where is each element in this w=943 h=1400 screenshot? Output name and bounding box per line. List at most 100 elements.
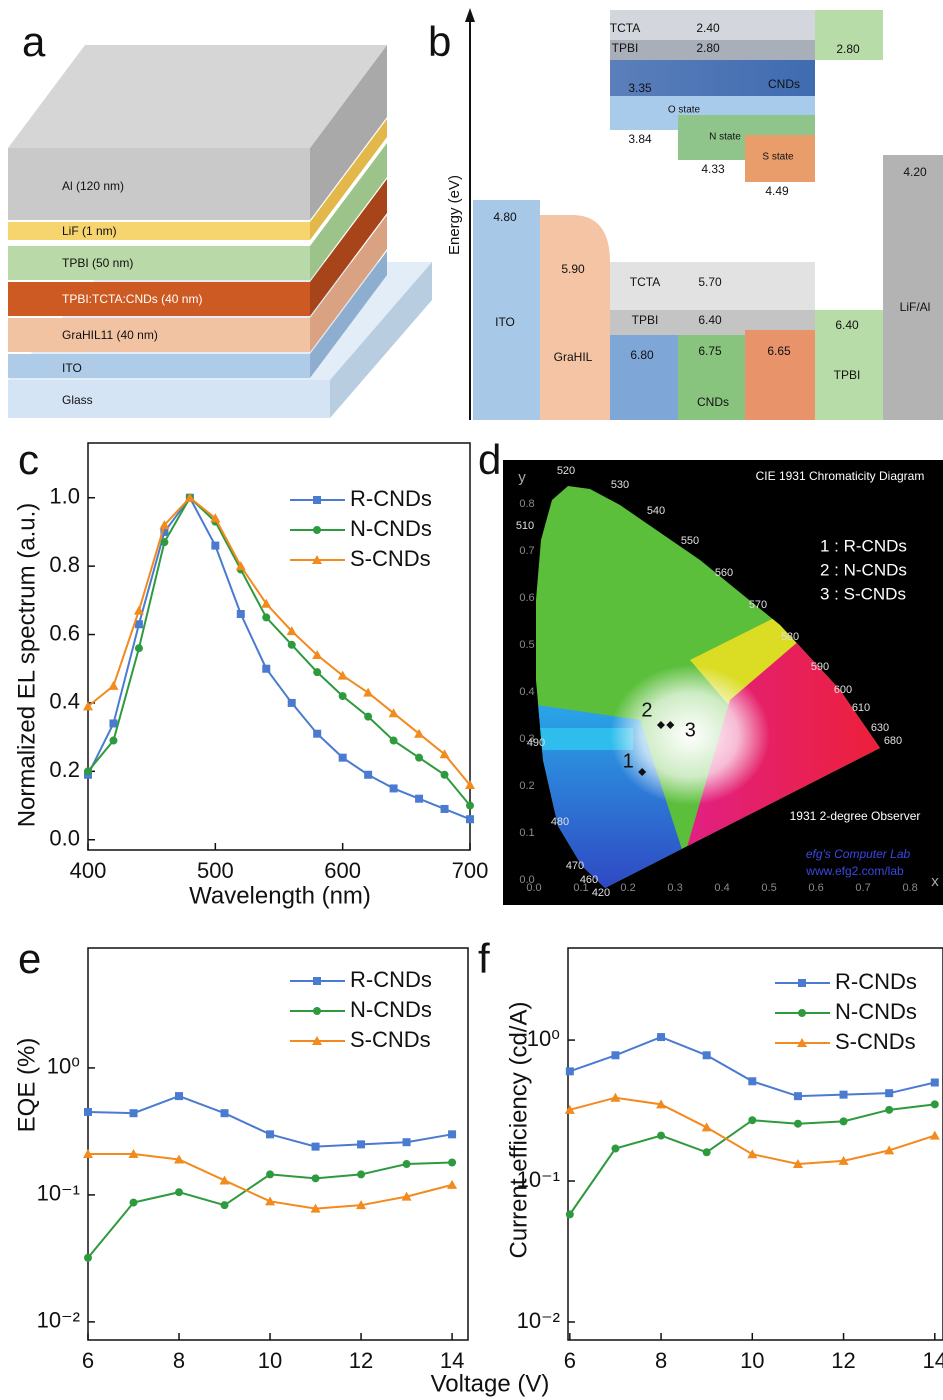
panel-label: a bbox=[22, 18, 46, 65]
x-axis-label: Wavelength (nm) bbox=[189, 882, 371, 909]
layer-front bbox=[8, 222, 310, 240]
marker bbox=[175, 1092, 184, 1101]
marker bbox=[439, 749, 450, 759]
marker bbox=[312, 555, 322, 564]
marker bbox=[184, 492, 195, 502]
layer-label: ITO bbox=[62, 361, 82, 375]
marker bbox=[798, 1009, 806, 1017]
marker bbox=[313, 977, 321, 985]
x-tick-label: 12 bbox=[831, 1348, 855, 1373]
cie-cyan bbox=[536, 728, 633, 750]
marker bbox=[747, 1149, 758, 1159]
y-tick-label: 0.7 bbox=[519, 545, 534, 557]
marker bbox=[402, 1160, 411, 1169]
wavelength-label: 460 bbox=[580, 874, 598, 886]
marker bbox=[448, 1158, 457, 1167]
marker bbox=[109, 736, 118, 745]
energy-label: 3.35 bbox=[628, 81, 652, 95]
y-tick-label: 0.1 bbox=[519, 827, 534, 839]
x-tick-label: 500 bbox=[197, 858, 234, 883]
marker bbox=[287, 640, 296, 649]
marker bbox=[363, 687, 374, 697]
energy-label: 4.80 bbox=[493, 210, 517, 224]
marker bbox=[797, 1038, 807, 1047]
layer-label: Al (120 nm) bbox=[62, 179, 124, 193]
annotation: www.efg2.com/lab bbox=[805, 864, 904, 878]
marker bbox=[565, 1210, 574, 1219]
annotation: 1931 2-degree Observer bbox=[790, 809, 921, 823]
marker bbox=[310, 1203, 321, 1213]
x-tick-label: 12 bbox=[349, 1348, 373, 1373]
marker bbox=[312, 650, 323, 660]
marker bbox=[564, 1104, 575, 1114]
plot-frame bbox=[87, 442, 471, 851]
marker bbox=[701, 1122, 712, 1132]
layer-side bbox=[310, 251, 387, 378]
x-tick-label: 600 bbox=[324, 858, 361, 883]
marker bbox=[262, 613, 271, 622]
marker bbox=[134, 644, 143, 653]
marker bbox=[175, 1188, 184, 1197]
x-tick-label: 0.3 bbox=[667, 882, 682, 894]
energy-label: TCTA bbox=[630, 275, 660, 289]
marker bbox=[312, 1036, 322, 1045]
marker bbox=[313, 668, 322, 677]
marker bbox=[447, 1179, 458, 1189]
y-tick-label: 0.4 bbox=[519, 686, 534, 698]
marker bbox=[313, 729, 322, 738]
energy-label: CNDs bbox=[768, 77, 800, 91]
y-tick-label: 0.8 bbox=[49, 552, 80, 577]
energy-label: 6.75 bbox=[698, 344, 722, 358]
marker bbox=[337, 670, 348, 680]
wavelength-label: 590 bbox=[811, 661, 829, 673]
marker bbox=[402, 1138, 411, 1147]
point-label: 1 bbox=[623, 750, 634, 772]
marker bbox=[287, 698, 296, 707]
energy-label: 2.80 bbox=[836, 42, 860, 56]
energy-label: 4.49 bbox=[765, 184, 789, 198]
marker bbox=[448, 1130, 457, 1139]
layer-label: GraHIL11 (40 nm) bbox=[62, 328, 158, 342]
energy-level bbox=[540, 215, 610, 420]
marker bbox=[219, 1175, 230, 1185]
marker bbox=[235, 561, 246, 571]
marker bbox=[313, 1007, 321, 1015]
marker bbox=[356, 1200, 367, 1210]
x-axis-label: x bbox=[931, 873, 939, 890]
energy-label: TCTA bbox=[610, 21, 640, 35]
marker bbox=[440, 770, 449, 779]
energy-label: 6.80 bbox=[630, 348, 654, 362]
x-tick-label: 400 bbox=[70, 858, 107, 883]
panel-label: e bbox=[18, 935, 41, 982]
y-axis-label: Current efficiency (cd/A) bbox=[505, 1002, 532, 1259]
cie-point bbox=[666, 721, 675, 730]
marker bbox=[466, 801, 474, 810]
y-tick-label: 10⁰ bbox=[527, 1026, 560, 1051]
y-axis-label: y bbox=[518, 469, 526, 486]
energy-label: S state bbox=[762, 152, 794, 163]
x-tick-label: 0.4 bbox=[714, 882, 729, 894]
marker bbox=[415, 753, 424, 762]
energy-label: 5.70 bbox=[698, 275, 722, 289]
marker bbox=[389, 784, 398, 793]
energy-level bbox=[678, 335, 745, 420]
marker bbox=[611, 1051, 620, 1060]
energy-level bbox=[610, 262, 815, 310]
wavelength-label: 570 bbox=[749, 599, 767, 611]
x-tick-label: 8 bbox=[173, 1348, 185, 1373]
x-tick-label: 0.8 bbox=[902, 882, 917, 894]
layer-front bbox=[8, 246, 310, 280]
marker bbox=[702, 1051, 711, 1060]
marker bbox=[839, 1117, 848, 1126]
wavelength-label: 470 bbox=[566, 860, 584, 872]
wavelength-label: 680 bbox=[884, 735, 902, 747]
layer-front bbox=[8, 148, 310, 220]
y-tick-label: 0.6 bbox=[49, 620, 80, 645]
energy-label: 4.20 bbox=[903, 165, 927, 179]
layer-label: TPBI:TCTA:CNDs (40 nm) bbox=[62, 292, 202, 306]
x-tick-label: 14 bbox=[440, 1348, 464, 1373]
marker bbox=[313, 526, 321, 534]
energy-label: TPBI bbox=[632, 313, 659, 327]
